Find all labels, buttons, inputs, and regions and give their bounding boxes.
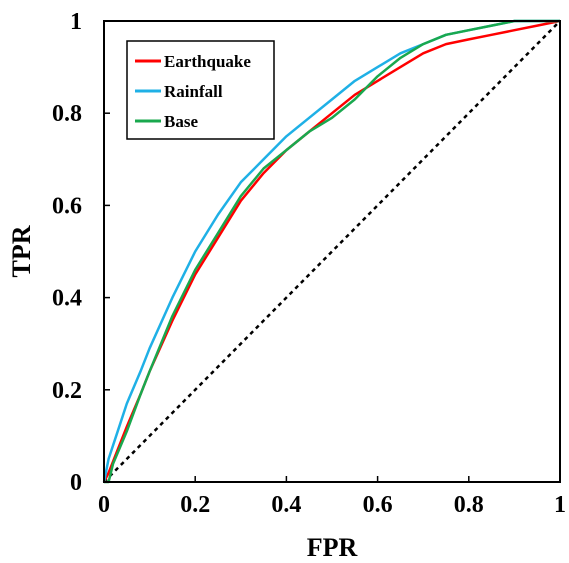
legend-label-rainfall: Rainfall: [164, 82, 223, 101]
ticks-layer: 0 0.2 0.4 0.6 0.8 1 0 0.2 0.4 0.6 0.8 1: [52, 9, 566, 518]
x-tick-label: 0.6: [363, 492, 393, 518]
x-tick-label: 0.2: [180, 492, 210, 518]
x-tick-label: 0.8: [454, 492, 484, 518]
y-tick-label: 0.2: [52, 378, 82, 404]
x-tick-label: 0: [98, 492, 110, 518]
legend-label-earthquake: Earthquake: [164, 52, 251, 71]
series-base-line: [104, 19, 560, 484]
plot-frame: [103, 20, 561, 483]
curves-layer: [102, 19, 561, 484]
x-axis-title: FPR: [307, 533, 358, 562]
y-tick-label: 0.6: [52, 193, 82, 219]
y-tick-label: 1: [70, 9, 82, 35]
y-tick-label: 0.8: [52, 101, 82, 127]
x-tick-label: 1: [554, 492, 566, 518]
legend-label-base: Base: [164, 112, 198, 131]
y-tick-label: 0: [70, 470, 82, 496]
x-tick-label: 0.4: [271, 492, 301, 518]
legend: Earthquake Rainfall Base: [126, 40, 275, 140]
y-tick-label: 0.4: [52, 286, 82, 312]
y-axis-title: TPR: [7, 225, 36, 277]
